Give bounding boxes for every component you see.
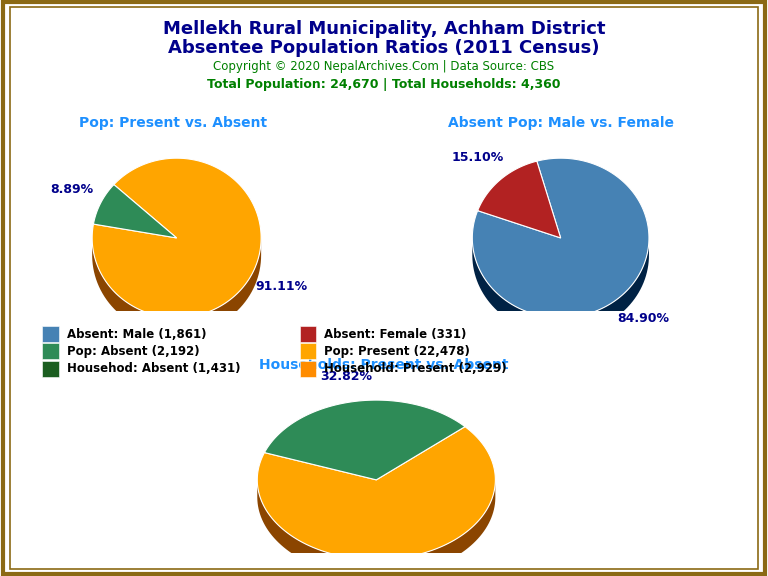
Text: Absent Pop: Male vs. Female: Absent Pop: Male vs. Female bbox=[448, 116, 674, 130]
Text: Pop: Absent (2,192): Pop: Absent (2,192) bbox=[67, 345, 200, 358]
Text: Absentee Population Ratios (2011 Census): Absentee Population Ratios (2011 Census) bbox=[168, 39, 600, 57]
Text: Mellekh Rural Municipality, Achham District: Mellekh Rural Municipality, Achham Distr… bbox=[163, 20, 605, 38]
Text: Absent: Female (331): Absent: Female (331) bbox=[324, 328, 466, 340]
Text: Pop: Present vs. Absent: Pop: Present vs. Absent bbox=[79, 116, 266, 130]
Polygon shape bbox=[257, 480, 495, 576]
Polygon shape bbox=[472, 237, 649, 335]
Text: 15.10%: 15.10% bbox=[452, 151, 504, 164]
Polygon shape bbox=[92, 238, 261, 335]
Text: 91.11%: 91.11% bbox=[255, 280, 307, 293]
Text: 32.82%: 32.82% bbox=[320, 370, 372, 383]
Text: Househod: Absent (1,431): Househod: Absent (1,431) bbox=[67, 362, 240, 375]
Polygon shape bbox=[264, 400, 465, 480]
Text: Pop: Present (22,478): Pop: Present (22,478) bbox=[324, 345, 470, 358]
Polygon shape bbox=[472, 158, 649, 318]
Text: Household: Present (2,929): Household: Present (2,929) bbox=[324, 362, 507, 375]
Text: 8.89%: 8.89% bbox=[50, 183, 94, 196]
Text: 84.90%: 84.90% bbox=[617, 312, 670, 325]
Text: Total Population: 24,670 | Total Households: 4,360: Total Population: 24,670 | Total Househo… bbox=[207, 78, 561, 91]
Polygon shape bbox=[94, 184, 177, 238]
Polygon shape bbox=[92, 158, 261, 318]
Text: Absent: Male (1,861): Absent: Male (1,861) bbox=[67, 328, 207, 340]
Text: Households: Present vs. Absent: Households: Present vs. Absent bbox=[260, 358, 508, 372]
Polygon shape bbox=[478, 161, 561, 238]
Text: Copyright © 2020 NepalArchives.Com | Data Source: CBS: Copyright © 2020 NepalArchives.Com | Dat… bbox=[214, 60, 554, 73]
Polygon shape bbox=[257, 427, 495, 560]
